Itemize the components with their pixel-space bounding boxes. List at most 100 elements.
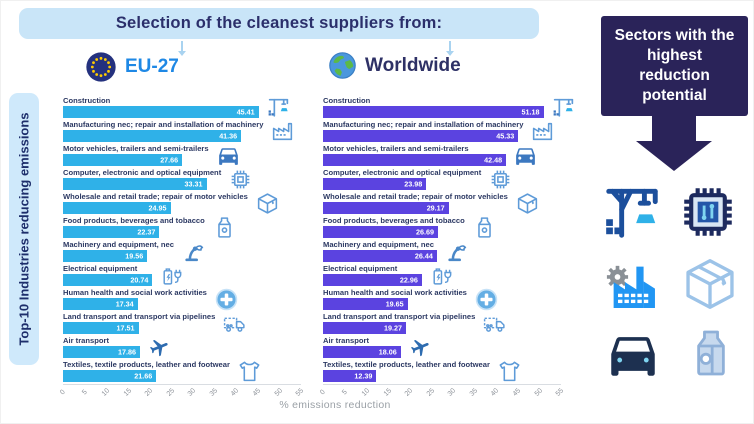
- bar-row: Computer, electronic and optical equipme…: [323, 168, 573, 192]
- bar-row: Textiles, textile products, leather and …: [63, 360, 313, 384]
- axis-tick: 50: [273, 387, 284, 398]
- bar-row: Human health and social work activities 1…: [323, 288, 573, 312]
- bar-value: 17.86: [118, 347, 136, 357]
- bar-value: 26.69: [416, 227, 434, 237]
- axis-tick: 25: [425, 387, 436, 398]
- axis-tick: 10: [100, 387, 112, 398]
- x-axis: 0 5 10 15 20 25 30 35 40 45 50 55: [59, 384, 305, 406]
- industry-label: Land transport and transport via pipelin…: [323, 312, 476, 321]
- bar-rows: Construction 45.41 Manufacturing nec; repa…: [63, 96, 313, 384]
- big-down-arrow-icon: [652, 113, 696, 141]
- left-axis-panel-label: Top-10 Industries reducing emissions: [16, 112, 32, 346]
- sidebar-title: Sectors with the highest reduction poten…: [601, 16, 748, 116]
- industry-label: Computer, electronic and optical equipme…: [323, 168, 482, 177]
- industry-label: Construction: [323, 96, 371, 105]
- bar: 22.37: [63, 226, 160, 238]
- bar-value: 24.95: [148, 203, 167, 213]
- axis-tick: 5: [80, 388, 89, 397]
- bar-row: Wholesale and retail trade; repair of mo…: [63, 192, 313, 216]
- page-title: Selection of the cleanest suppliers from…: [19, 8, 539, 39]
- box-icon: [255, 191, 280, 216]
- bar-row: Machinery and equipment, nec 26.44: [323, 240, 573, 264]
- industry-label: Air transport: [63, 336, 109, 345]
- bar-row: Construction 45.41: [63, 96, 313, 120]
- axis-tick: 50: [533, 387, 544, 398]
- tshirt-icon: [237, 359, 262, 384]
- globe-icon: [328, 51, 357, 80]
- milk-carton-icon: [472, 215, 497, 240]
- x-axis-label: % emissions reduction: [279, 399, 391, 411]
- industry-label: Motor vehicles, trailers and semi-traile…: [63, 144, 209, 153]
- battery-icon: [429, 263, 454, 288]
- arrow-down-to-eu-icon: [178, 41, 186, 56]
- axis-tick: 35: [468, 387, 480, 398]
- bar-value: 19.27: [384, 323, 402, 333]
- bar-row: Machinery and equipment, nec 19.56: [63, 240, 313, 264]
- chart-title-eu27: EU-27: [85, 51, 179, 83]
- bar-row: Air transport 17.86: [63, 336, 313, 360]
- industry-label: Computer, electronic and optical equipme…: [63, 168, 222, 177]
- bar-row: Land transport and transport via pipelin…: [323, 312, 573, 336]
- bar-row: Food products, beverages and tobacco 22.3…: [63, 216, 313, 240]
- bar: 19.27: [323, 322, 406, 334]
- bar-value: 19.56: [125, 251, 144, 261]
- left-axis-panel: Top-10 Industries reducing emissions: [9, 93, 39, 365]
- bar-row: Manufacturing nec; repair and installati…: [63, 120, 313, 144]
- industry-label: Electrical equipment: [63, 264, 138, 273]
- axis-tick: 15: [122, 387, 133, 398]
- bar: 45.41: [63, 106, 259, 118]
- milk-carton-icon: [683, 317, 739, 389]
- chip-icon: [228, 167, 253, 192]
- bar: 26.69: [323, 226, 438, 238]
- truck-icon: [222, 311, 247, 336]
- bar-row: Motor vehicles, trailers and semi-traile…: [323, 144, 573, 168]
- bar: 29.17: [323, 202, 449, 214]
- bar-row: Manufacturing nec; repair and installati…: [323, 120, 573, 144]
- bar: 12.39: [323, 370, 377, 382]
- industry-label: Manufacturing nec; repair and installati…: [323, 120, 524, 129]
- bar: 42.48: [323, 154, 507, 166]
- industry-label: Machinery and equipment, nec: [323, 240, 434, 249]
- bar-value: 42.48: [484, 155, 503, 165]
- bar: 22.96: [323, 274, 422, 286]
- bar: 19.65: [323, 298, 408, 310]
- box-icon: [515, 191, 540, 216]
- industry-label: Air transport: [323, 336, 369, 345]
- axis-tick: 30: [447, 387, 458, 398]
- bar: 27.66: [63, 154, 183, 166]
- big-down-arrow-head-icon: [636, 141, 712, 171]
- bar-row: Land transport and transport via pipelin…: [63, 312, 313, 336]
- axis-tick: 40: [490, 387, 501, 398]
- axis-tick: 55: [294, 387, 306, 398]
- bar: 24.95: [63, 202, 171, 214]
- bar-row: Electrical equipment 22.96: [323, 264, 573, 288]
- chart-eu27: Construction 45.41 Manufacturing nec; repa…: [59, 96, 313, 398]
- bar-value: 22.96: [399, 275, 418, 285]
- car-icon: [216, 143, 241, 168]
- bar: 18.06: [323, 346, 401, 358]
- bar: 17.51: [63, 322, 139, 334]
- milk-carton-icon: [212, 215, 237, 240]
- axis-tick: 45: [251, 387, 263, 398]
- axis-tick: 20: [143, 387, 155, 398]
- industry-label: Construction: [63, 96, 111, 105]
- bar-row: Food products, beverages and tobacco 26.6…: [323, 216, 573, 240]
- bar-value: 17.51: [116, 323, 135, 333]
- industry-label: Motor vehicles, trailers and semi-traile…: [323, 144, 469, 153]
- axis-line: [63, 384, 301, 385]
- industry-label: Human health and social work activities: [63, 288, 207, 297]
- bar: 41.36: [63, 130, 242, 142]
- battery-icon: [159, 263, 184, 288]
- bar-value: 26.44: [414, 251, 433, 261]
- axis-tick: 30: [187, 387, 198, 398]
- industry-label: Manufacturing nec; repair and installati…: [63, 120, 264, 129]
- axis-line: [323, 384, 561, 385]
- bar: 17.86: [63, 346, 140, 358]
- bar-value: 27.66: [160, 155, 179, 165]
- bar-row: Electrical equipment 20.74: [63, 264, 313, 288]
- bar-value: 20.74: [130, 275, 149, 285]
- bar-value: 17.34: [115, 299, 134, 309]
- bar: 23.98: [323, 178, 427, 190]
- axis-tick: 20: [403, 387, 415, 398]
- factory-icon: [530, 119, 555, 144]
